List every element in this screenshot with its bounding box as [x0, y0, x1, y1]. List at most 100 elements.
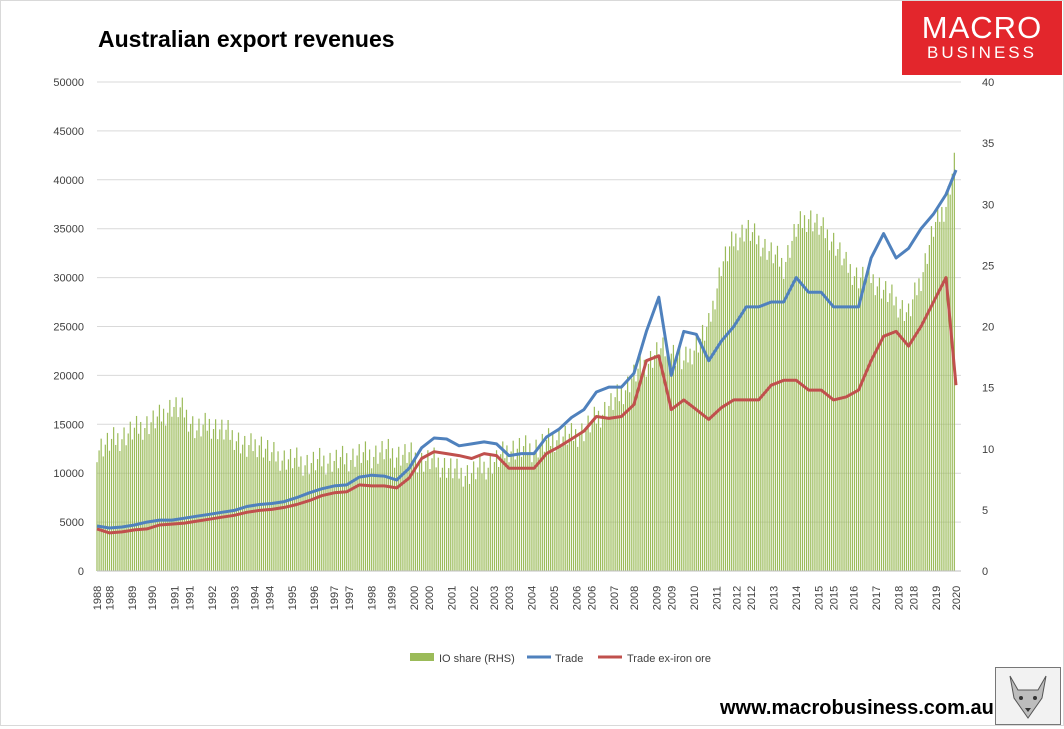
io-share-bar: [907, 303, 910, 571]
io-share-bar: [106, 432, 109, 571]
io-share-bar: [421, 452, 423, 571]
io-share-bar: [689, 348, 691, 571]
x-tick-label: 2002: [469, 586, 481, 610]
io-share-bar: [820, 226, 822, 571]
io-share-bar: [751, 232, 754, 572]
io-share-bar: [181, 397, 183, 571]
io-share-bar: [514, 459, 516, 571]
io-share-bar: [206, 430, 208, 571]
io-share-bar: [237, 432, 240, 571]
x-tick-label: 1996: [309, 586, 321, 610]
x-tick-label: 2020: [951, 586, 963, 610]
io-share-bar: [360, 462, 362, 571]
io-share-bar: [262, 457, 265, 571]
io-share-bar: [676, 357, 679, 571]
io-share-bar: [215, 419, 217, 571]
io-share-bar: [194, 438, 196, 571]
io-share-bar: [658, 359, 660, 571]
io-share-bar: [443, 458, 446, 571]
io-share-bar: [785, 261, 787, 571]
io-share-bar: [735, 233, 737, 572]
io-share-bar: [882, 289, 885, 571]
io-share-bar: [454, 468, 456, 571]
axes: 0500010000150002000025000300003500040000…: [53, 77, 994, 610]
io-share-bar: [722, 261, 724, 571]
io-share-bar: [887, 301, 889, 571]
io-share-bar: [408, 452, 410, 571]
io-share-bar: [633, 364, 635, 571]
io-share-bar: [285, 469, 287, 571]
io-share-bar: [298, 466, 300, 571]
io-share-bar: [135, 415, 138, 571]
io-share-bar: [816, 213, 818, 571]
io-share-bar: [781, 257, 783, 571]
io-share-bar: [475, 479, 477, 571]
io-share-bar: [373, 456, 375, 571]
y2-tick-label: 10: [982, 444, 994, 456]
io-share-bar: [770, 242, 772, 571]
io-share-bar: [641, 372, 643, 571]
io-share-bar: [839, 242, 841, 571]
io-share-bar: [556, 440, 558, 571]
io-share-bar: [502, 441, 504, 571]
io-share-bar: [695, 336, 697, 571]
x-tick-label: 2013: [769, 586, 781, 610]
y-tick-label: 50000: [53, 77, 84, 89]
io-share-bar: [273, 442, 275, 571]
io-share-bar: [493, 461, 496, 571]
io-share-bar: [281, 460, 283, 571]
io-share-bar: [674, 365, 677, 571]
io-share-bar: [797, 223, 799, 571]
x-tick-label: 1995: [287, 586, 299, 610]
io-share-bar: [939, 221, 941, 571]
x-tick-label: 2009: [666, 586, 678, 610]
io-share-bar: [866, 274, 868, 571]
io-share-bar: [793, 224, 795, 571]
io-share-bar: [552, 434, 554, 571]
io-share-bar: [812, 231, 814, 572]
io-share-bar: [704, 340, 706, 571]
io-share-bar: [547, 428, 550, 571]
x-tick-label: 1997: [344, 586, 356, 610]
io-share-bar: [289, 448, 292, 571]
x-tick-label: 1994: [264, 586, 276, 610]
io-share-bar: [468, 483, 471, 571]
io-share-bar: [868, 264, 870, 571]
io-share-bar: [504, 458, 506, 571]
io-share-bar: [880, 298, 883, 571]
y-tick-label: 35000: [53, 224, 84, 236]
y2-tick-label: 15: [982, 383, 994, 395]
io-share-bar: [622, 404, 625, 571]
website-url[interactable]: www.macrobusiness.com.au: [720, 697, 994, 719]
io-share-bar: [127, 433, 129, 571]
trade-ex-iron-ore-line: [96, 276, 958, 535]
x-tick-label: 2018: [894, 586, 906, 610]
io-share-bar: [550, 445, 552, 571]
io-share-bar: [100, 438, 102, 571]
io-share-bar: [96, 462, 98, 571]
io-share-bar: [606, 418, 608, 571]
io-share-bar: [287, 459, 290, 571]
io-share-bar: [335, 449, 337, 571]
io-share-bar: [396, 457, 398, 571]
io-share-bar: [358, 444, 360, 571]
io-share-bar: [477, 467, 479, 571]
io-share-bar: [747, 219, 749, 572]
io-share-bar: [666, 345, 668, 571]
io-share-bar: [385, 449, 387, 571]
io-share-bar: [564, 425, 566, 571]
io-share-bar: [429, 469, 431, 571]
io-share-bar: [323, 455, 325, 571]
io-share-bar: [196, 430, 198, 571]
x-tick-label: 2003: [489, 586, 501, 610]
io-share-bar: [235, 441, 238, 571]
io-share-bar: [423, 471, 425, 571]
io-share-bar: [110, 438, 113, 571]
x-tick-label: 2001: [447, 586, 459, 610]
y2-tick-label: 20: [982, 322, 994, 334]
io-share-bar: [535, 439, 537, 571]
io-share-bar: [649, 351, 652, 571]
io-share-bar: [154, 428, 156, 571]
io-share-bar: [687, 362, 689, 571]
io-share-bar: [389, 458, 392, 571]
